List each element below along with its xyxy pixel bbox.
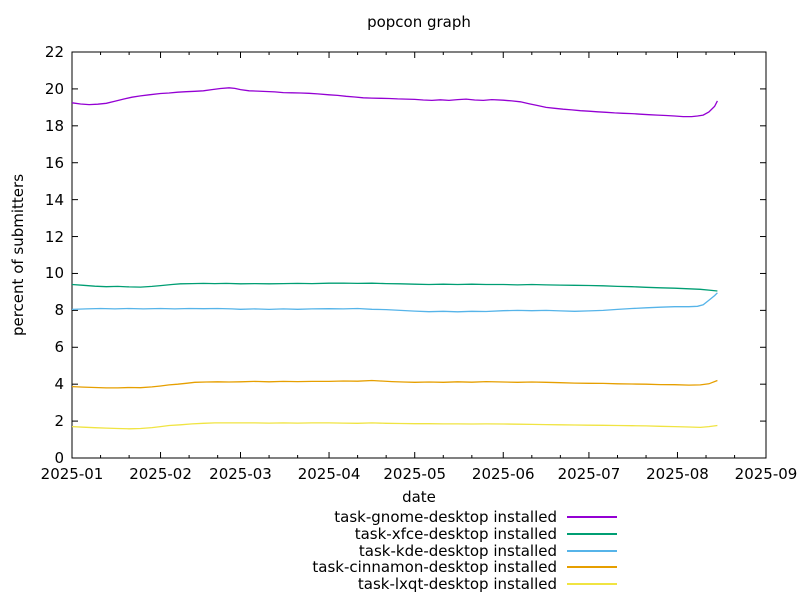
y-tick-label: 8 bbox=[54, 301, 64, 320]
y-tick-label: 20 bbox=[44, 79, 64, 98]
x-tick-label: 2025-01 bbox=[40, 465, 104, 483]
x-tick-label: 2025-09 bbox=[734, 465, 798, 483]
y-tick-label: 16 bbox=[44, 153, 64, 172]
y-tick-label: 6 bbox=[54, 338, 64, 357]
x-axis-label: date bbox=[402, 488, 436, 506]
series-line-task-xfce-desktop bbox=[71, 282, 718, 292]
y-axis-label: percent of submitters bbox=[9, 173, 27, 337]
legend-label: task-cinnamon-desktop installed bbox=[312, 558, 557, 577]
plot-border bbox=[71, 51, 767, 459]
x-tick-label: 2025-07 bbox=[557, 465, 621, 483]
y-tick-label: 22 bbox=[44, 43, 64, 61]
series-line-task-gnome-desktop bbox=[71, 87, 718, 118]
series-line-task-cinnamon-desktop bbox=[71, 379, 718, 389]
x-tick-label: 2025-06 bbox=[471, 465, 535, 483]
legend-label: task-xfce-desktop installed bbox=[354, 524, 557, 543]
y-tick-label: 10 bbox=[44, 264, 64, 283]
y-tick-label: 0 bbox=[54, 449, 64, 467]
legend-label: task-kde-desktop installed bbox=[358, 541, 557, 560]
legend-label: task-gnome-desktop installed bbox=[334, 508, 557, 526]
legend-line-swatch bbox=[567, 516, 617, 518]
y-tick-label: 14 bbox=[44, 190, 64, 209]
x-tick-label: 2025-05 bbox=[383, 465, 447, 483]
y-tick-label: 2 bbox=[54, 412, 64, 431]
x-tick-label: 2025-02 bbox=[129, 465, 192, 483]
legend-label: task-lxqt-desktop installed bbox=[357, 575, 557, 593]
series-line-task-lxqt-desktop bbox=[71, 422, 718, 430]
legend-line-swatch bbox=[567, 549, 617, 552]
x-tick-label: 2025-03 bbox=[209, 465, 272, 483]
y-tick-label: 12 bbox=[44, 227, 64, 246]
series-line-task-kde-desktop bbox=[71, 292, 718, 313]
legend-line-swatch bbox=[567, 566, 617, 569]
chart-title: popcon graph bbox=[367, 13, 471, 31]
legend-line-swatch bbox=[567, 532, 617, 535]
legend-line-swatch bbox=[567, 583, 617, 585]
x-tick-label: 2025-04 bbox=[297, 465, 361, 483]
x-tick-label: 2025-08 bbox=[646, 465, 709, 483]
y-tick-label: 4 bbox=[54, 375, 64, 394]
y-tick-label: 18 bbox=[44, 116, 64, 135]
